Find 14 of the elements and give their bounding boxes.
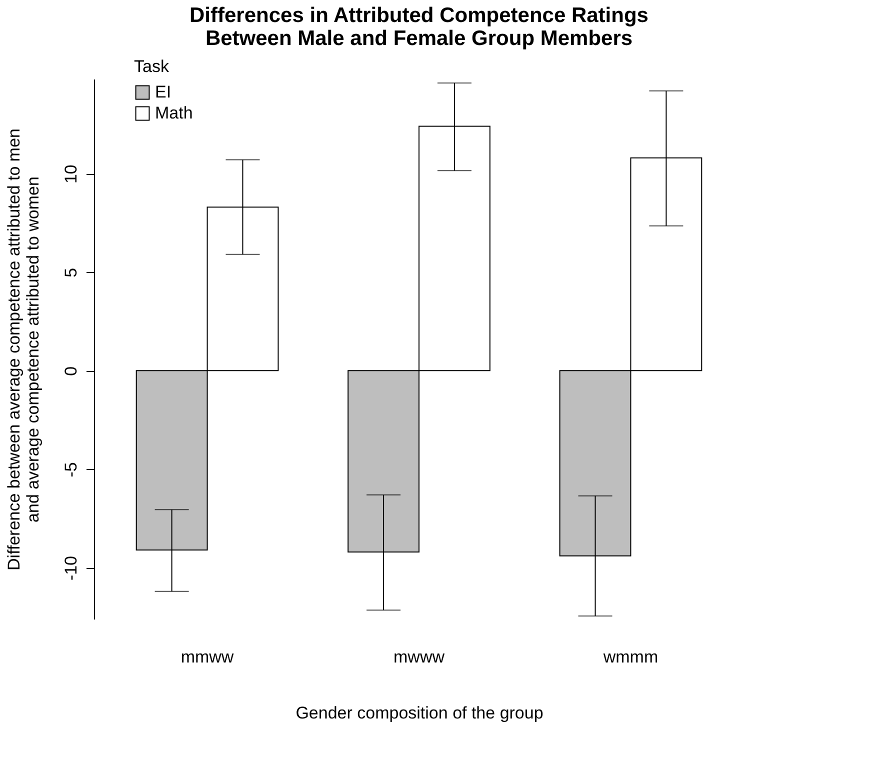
legend-label: EI <box>155 82 172 102</box>
x-axis-title: Gender composition of the group <box>296 704 544 722</box>
y-tick-label: -5 <box>62 462 80 478</box>
legend-label: Math <box>155 104 193 122</box>
y-tick-label: 5 <box>62 268 80 278</box>
x-tick-label: mmww <box>180 648 234 666</box>
legend-title: Task <box>134 57 170 76</box>
y-axis-title: Difference between average competence attributed to men and average competence attributed to women <box>4 128 42 570</box>
chart-title: Differences in Attributed Competence Ratings Between Male and Female Group Members <box>190 4 648 50</box>
y-tick-label: 10 <box>62 164 80 184</box>
x-tick-label: wmmm <box>602 648 658 666</box>
x-tick-label: mwww <box>394 648 446 666</box>
y-tick-label: -10 <box>62 556 80 581</box>
y-tick-label: 0 <box>62 366 80 376</box>
